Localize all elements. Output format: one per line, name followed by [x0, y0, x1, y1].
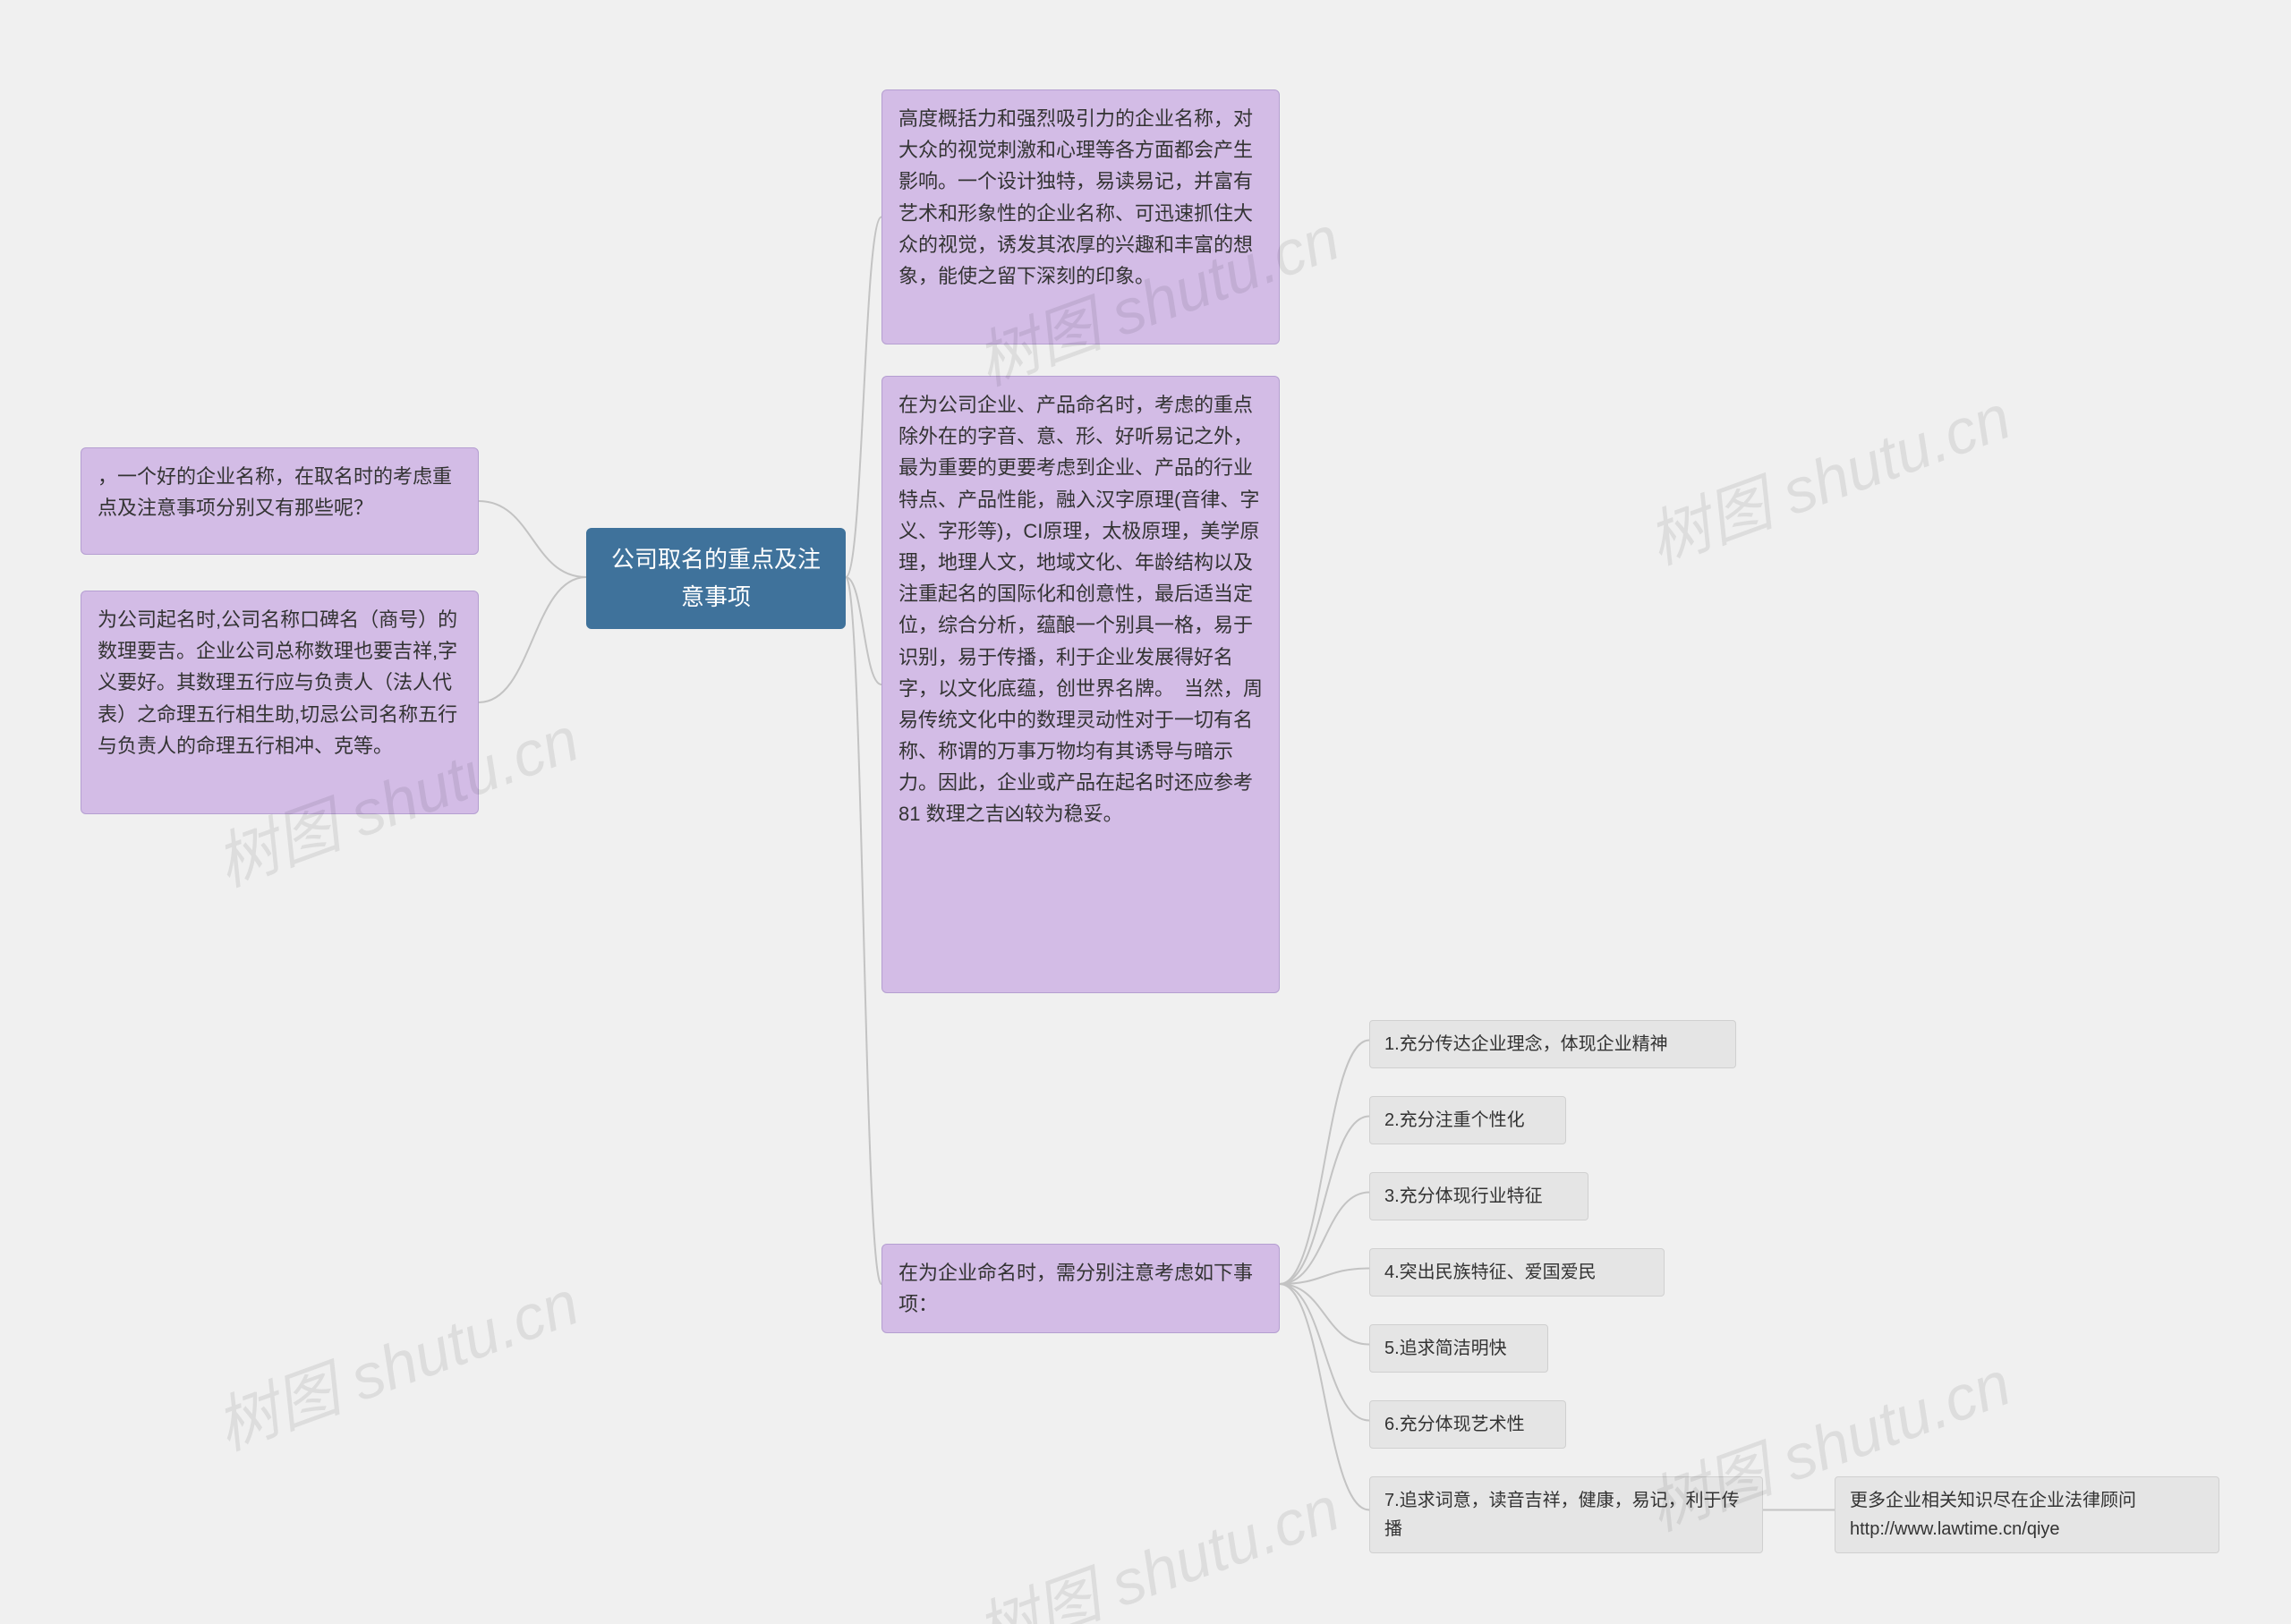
left-node-2[interactable]: 为公司起名时,公司名称口碑名（商号）的数理要吉。企业公司总称数理也要吉祥,字义要…	[81, 591, 479, 814]
right-node-1[interactable]: 高度概括力和强烈吸引力的企业名称，对大众的视觉刺激和心理等各方面都会产生影响。一…	[881, 89, 1280, 344]
sub-item-1[interactable]: 1.充分传达企业理念，体现企业精神	[1369, 1020, 1736, 1068]
watermark-text: 树图 shutu.cn	[1634, 368, 2022, 582]
watermark-text: 树图 shutu.cn	[202, 1254, 590, 1468]
sub-item-5[interactable]: 5.追求简洁明快	[1369, 1324, 1548, 1373]
sub-item-7[interactable]: 7.追求词意，读音吉祥，健康，易记，利于传播	[1369, 1476, 1763, 1553]
sub-item-2[interactable]: 2.充分注重个性化	[1369, 1096, 1566, 1144]
sub-item-6[interactable]: 6.充分体现艺术性	[1369, 1400, 1566, 1449]
right-node-3[interactable]: 在为企业命名时，需分别注意考虑如下事项：	[881, 1244, 1280, 1333]
sub-item-7a[interactable]: 更多企业相关知识尽在企业法律顾问http://www.lawtime.cn/qi…	[1835, 1476, 2219, 1553]
watermark-text: 树图 shutu.cn	[963, 1459, 1350, 1624]
sub-item-3[interactable]: 3.充分体现行业特征	[1369, 1172, 1588, 1220]
left-node-1[interactable]: ，一个好的企业名称，在取名时的考虑重点及注意事项分别又有那些呢？	[81, 447, 479, 555]
right-node-2[interactable]: 在为公司企业、产品命名时，考虑的重点除外在的字音、意、形、好听易记之外，最为重要…	[881, 376, 1280, 993]
root-node[interactable]: 公司取名的重点及注意事项	[586, 528, 846, 629]
sub-item-4[interactable]: 4.突出民族特征、爱国爱民	[1369, 1248, 1665, 1297]
